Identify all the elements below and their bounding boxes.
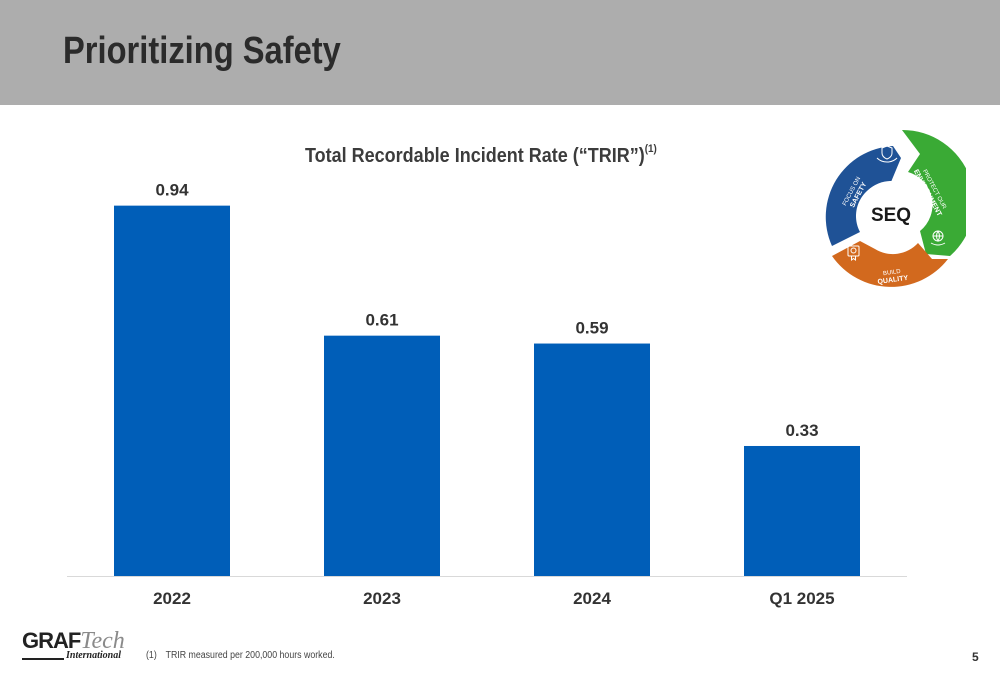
seq-graphic: SEQ FOCUS ON SAFETY PROTECT OUR ENVIRONM… [825,129,966,287]
chart-title-text: Total Recordable Incident Rate (“TRIR”) [305,145,645,167]
seq-segment-environment [902,129,966,256]
bar-2 [324,335,440,576]
chart-title: Total Recordable Incident Rate (“TRIR”)(… [305,143,657,168]
bar-value-label-2: 0.61 [365,311,398,330]
logo-international: International [66,650,122,661]
logo-graf: GRAF [22,628,81,653]
bar-value-label-4: 0.33 [785,421,818,440]
bar-value-label-3: 0.59 [575,319,608,338]
bar-labels-group: 0.94 0.61 0.59 0.33 [155,181,818,440]
x-tick-label-1: 2022 [153,589,191,608]
seq-segment-safety [825,146,901,246]
logo-rule [22,658,64,660]
footnote-number: (1) [146,650,157,661]
logo-wordmark: GRAFTech [22,628,125,655]
seq-segment-quality [832,241,948,287]
seq-center-label: SEQ [871,205,911,226]
page-title: Prioritizing Safety [63,30,341,72]
globe-hand-icon [930,230,946,246]
bar-value-label-1: 0.94 [155,181,189,200]
logo-tech: Tech [80,628,125,654]
footnote-text: TRIR measured per 200,000 hours worked. [165,650,335,661]
seq-quality-line2: QUALITY [877,275,909,286]
bars-group [114,205,860,576]
chart-title-footnote-marker: (1) [644,143,657,155]
seq-center-circle [858,181,924,247]
seq-quality-text: BUILD QUALITY [877,269,909,286]
page-number: 5 [972,650,979,664]
bar-3 [534,343,650,576]
graftech-logo: GRAFTech International [22,628,125,666]
seq-quality-line1: BUILD [883,269,902,277]
quality-badge-icon [847,245,860,261]
bar-1 [114,205,230,576]
x-tick-label-3: 2024 [573,589,611,608]
x-tick-label-4: Q1 2025 [769,589,834,608]
footnote: (1) TRIR measured per 200,000 hours worke… [146,650,335,661]
shield-hand-icon [876,145,898,163]
x-ticks-group: 2022 2023 2024 Q1 2025 [153,589,835,608]
x-tick-label-2: 2023 [363,589,401,608]
bar-4 [744,445,860,576]
header-band [0,0,1000,105]
